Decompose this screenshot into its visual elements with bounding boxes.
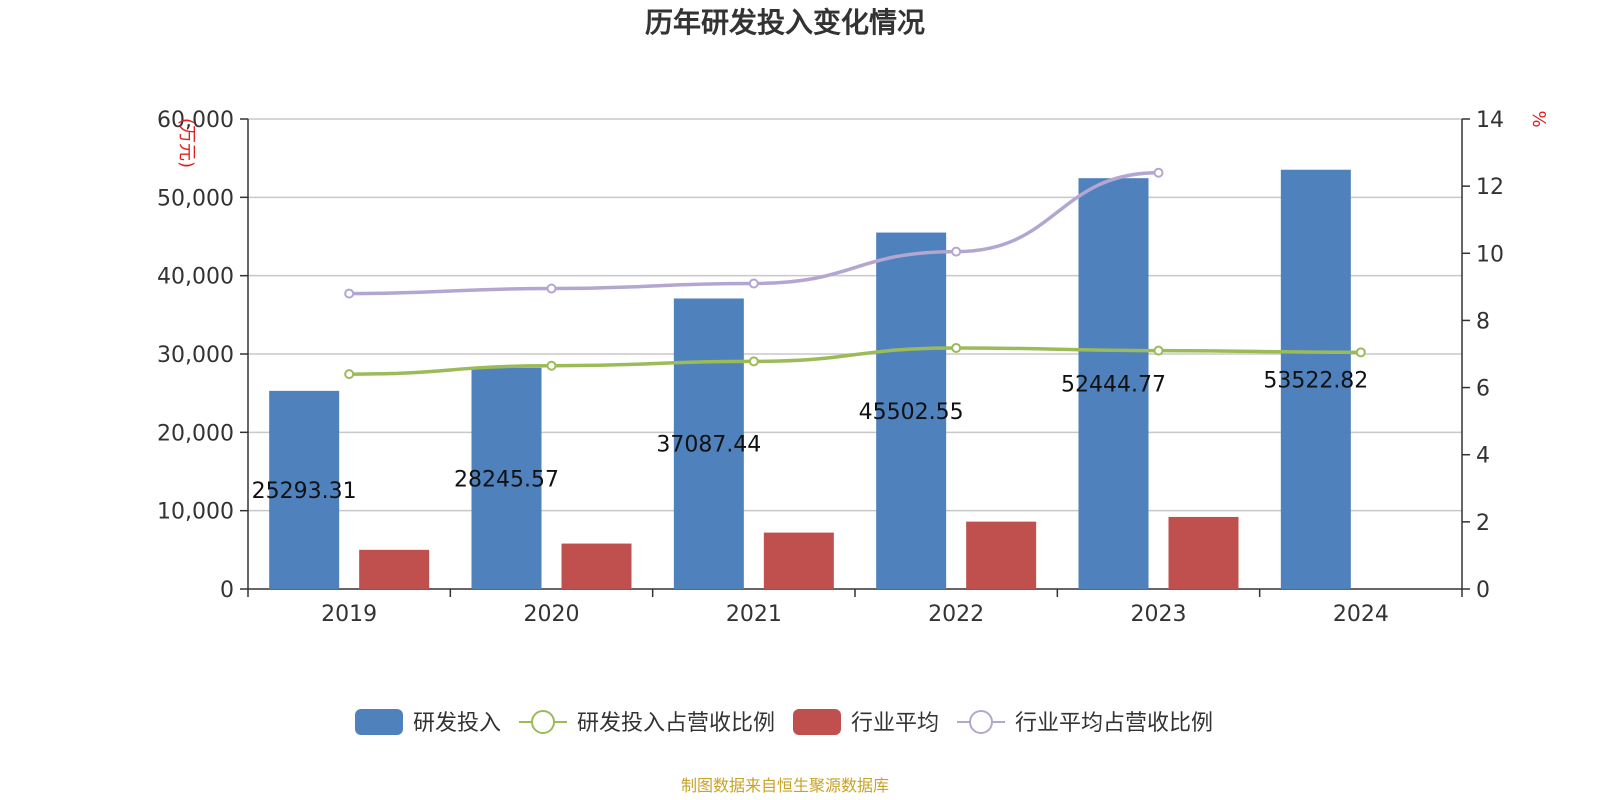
bar: [1168, 516, 1239, 589]
line-point: [1153, 345, 1164, 356]
bar: [359, 549, 430, 589]
bar: [763, 532, 834, 589]
line-point: [344, 288, 355, 299]
y-right-tick-label: 4: [1476, 444, 1490, 469]
y-right-unit: %: [1528, 110, 1549, 127]
y-right-tick-label: 12: [1476, 175, 1504, 200]
bar-data-label: 45502.55: [859, 400, 964, 425]
legend: 研发投入 研发投入占营收比例 行业平均 行业平均占营收比例: [355, 709, 1213, 736]
line-point: [1153, 167, 1164, 178]
source-note: 制图数据来自恒生聚源数据库: [681, 776, 889, 795]
series-line: [349, 346, 1361, 376]
y-left-tick-label: 20,000: [157, 421, 234, 446]
bar-data-label: 25293.31: [252, 479, 357, 504]
y-left-tick-label: 0: [220, 578, 234, 603]
x-tick-label: 2023: [1131, 602, 1187, 627]
grid-lines: [248, 118, 1462, 512]
y-left-tick-label: 10,000: [157, 500, 234, 525]
bar: [471, 367, 542, 589]
line-point: [546, 283, 557, 294]
bar: [269, 390, 340, 589]
x-tick-label: 2019: [321, 602, 377, 627]
legend-swatch-marker: [531, 710, 555, 734]
line-point: [1355, 347, 1366, 358]
bar: [966, 521, 1037, 589]
y-left-tick-label: 30,000: [157, 343, 234, 368]
line-point: [546, 360, 557, 371]
bar: [1078, 178, 1149, 590]
y-right-tick-label: 0: [1476, 578, 1490, 603]
legend-label: 研发投入: [413, 711, 501, 736]
lines: [344, 167, 1366, 380]
bar-data-label: 53522.82: [1263, 368, 1368, 393]
bar: [561, 543, 632, 589]
line-point: [951, 246, 962, 257]
x-tick-label: 2020: [524, 602, 580, 627]
y-right-tick-label: 8: [1476, 309, 1490, 334]
y-left-tick-label: 40,000: [157, 265, 234, 290]
y-right-tick-label: 10: [1476, 242, 1504, 267]
axes: 0 10,000 20,000 30,000 40,000 50,000 60,000 0 2 4…: [157, 108, 1549, 627]
y-left-tick-label: 50,000: [157, 186, 234, 211]
y-left-tick-label: 60,000: [157, 108, 234, 133]
bar-data-label: 52444.77: [1061, 373, 1166, 398]
legend-swatch-marker: [969, 710, 993, 734]
line-point: [748, 278, 759, 289]
bar: [876, 232, 947, 589]
bar-data-label: 37087.44: [656, 433, 761, 458]
y-right-tick-label: 14: [1476, 108, 1504, 133]
series-line: [349, 170, 1159, 296]
legend-label: 研发投入占营收比例: [577, 711, 775, 736]
line-point: [748, 356, 759, 367]
bar: [673, 298, 744, 589]
line-point: [344, 369, 355, 380]
y-right-tick-label: 2: [1476, 511, 1490, 536]
legend-swatch: [355, 709, 403, 735]
data-labels: 25293.31 28245.57 37087.44 45502.55 52444.77…: [252, 368, 1369, 504]
bars: [269, 169, 1351, 590]
x-tick-label: 2024: [1333, 602, 1389, 627]
y-left-unit: (万元): [176, 118, 197, 168]
bar: [1280, 169, 1351, 589]
legend-swatch: [793, 709, 841, 735]
chart-title: 历年研发投入变化情况: [645, 6, 925, 39]
legend-label: 行业平均占营收比例: [1015, 711, 1213, 736]
x-tick-label: 2021: [726, 602, 782, 627]
x-tick-label: 2022: [928, 602, 984, 627]
bar-data-label: 28245.57: [454, 467, 559, 492]
legend-label: 行业平均: [851, 711, 939, 736]
line-point: [951, 342, 962, 353]
y-right-tick-label: 6: [1476, 377, 1490, 402]
